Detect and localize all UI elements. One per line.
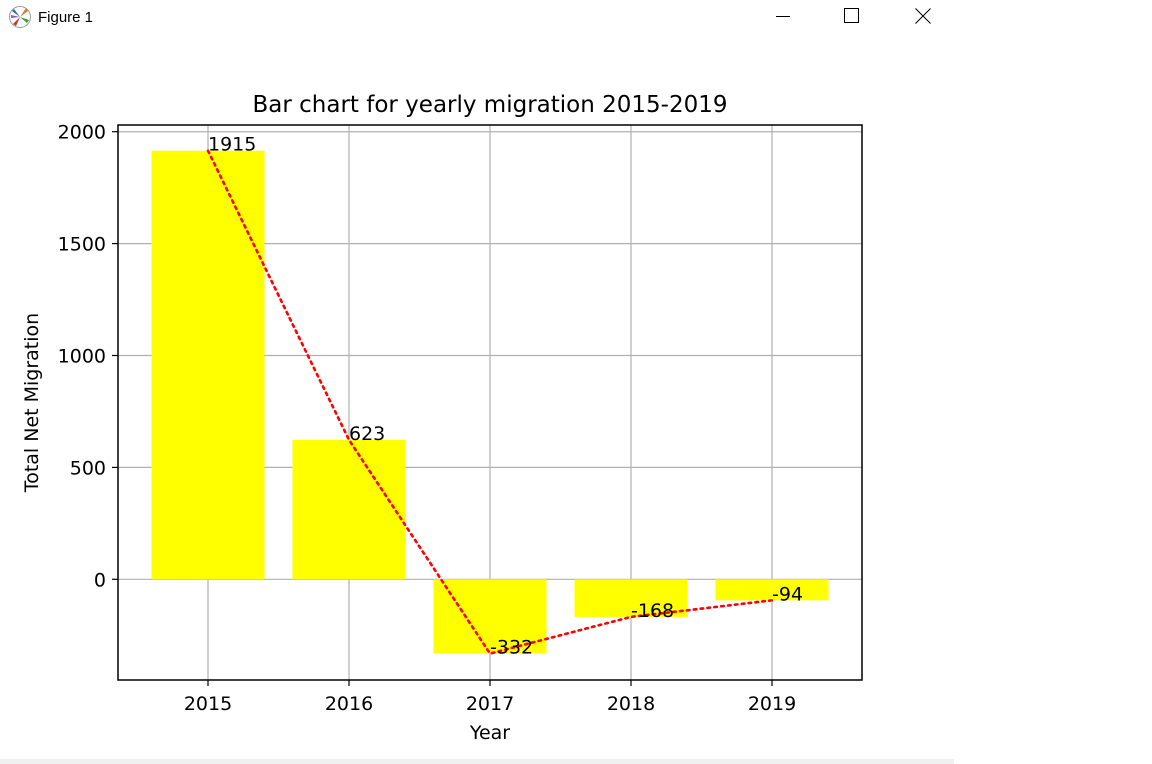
- close-icon: [915, 8, 931, 24]
- trend-line: [206, 149, 774, 656]
- x-tick-label: 2016: [325, 693, 373, 715]
- x-axis-label: Year: [469, 722, 510, 744]
- y-tick-label: 0: [94, 569, 106, 591]
- x-tick-label: 2015: [184, 693, 232, 715]
- x-tick-label: 2017: [466, 693, 514, 715]
- chart-title: Bar chart for yearly migration 2015-2019: [253, 92, 728, 118]
- bar-2018: [574, 579, 688, 617]
- matplotlib-icon: [8, 5, 32, 29]
- maximize-button[interactable]: [829, 0, 875, 34]
- x-tick-label: 2018: [607, 693, 655, 715]
- window-title: Figure 1: [38, 9, 94, 26]
- data-label-2017: -332: [490, 637, 533, 659]
- data-label-2018: -168: [631, 600, 674, 622]
- x-tick-label: 2019: [748, 693, 796, 715]
- y-tick-label: 500: [70, 457, 106, 479]
- minimize-icon: [776, 16, 790, 17]
- bar-chart: 1915 623 -332 -168 -94 0 500 1000 1500 2000 2015 20…: [21, 92, 863, 744]
- background-area: [954, 0, 1152, 764]
- close-button[interactable]: [900, 0, 946, 34]
- bar-2016: [292, 439, 406, 580]
- y-tick-label: 1500: [58, 234, 106, 256]
- y-tick-label: 2000: [58, 122, 106, 144]
- y-tick-label: 1000: [58, 346, 106, 368]
- bar-2019: [715, 579, 829, 601]
- data-label-2019: -94: [772, 583, 803, 605]
- data-label-2016: 623: [349, 423, 385, 445]
- bar-2017: [433, 579, 547, 654]
- bar-2015: [151, 150, 265, 580]
- window-titlebar: Figure 1: [0, 0, 954, 34]
- y-axis-label: Total Net Migration: [21, 313, 43, 493]
- minimize-button[interactable]: [760, 0, 806, 34]
- status-strip: [0, 759, 954, 764]
- maximize-icon: [844, 8, 859, 23]
- data-label-2015: 1915: [208, 134, 256, 156]
